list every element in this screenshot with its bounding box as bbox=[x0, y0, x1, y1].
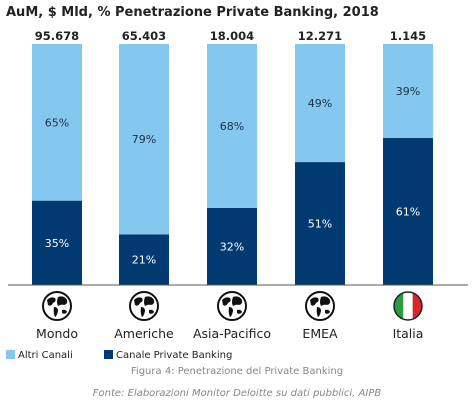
globe-icon bbox=[42, 291, 72, 321]
total-value: 95.678 bbox=[35, 29, 79, 43]
label-altri-canali: 39% bbox=[396, 85, 420, 98]
globe-icon bbox=[217, 291, 247, 321]
bar-altri-canali-emea bbox=[295, 44, 345, 163]
legend-swatch bbox=[104, 350, 113, 359]
label-private-banking: 21% bbox=[132, 254, 156, 267]
bars bbox=[32, 44, 433, 285]
legend-label: Altri Canali bbox=[18, 350, 73, 361]
total-value: 18.004 bbox=[210, 29, 254, 43]
region-label: Italia bbox=[393, 326, 424, 341]
region-labels: Mondo Americhe Asia-Pacifico EMEA Italia bbox=[36, 326, 423, 341]
globe-icon bbox=[305, 291, 335, 321]
label-altri-canali: 65% bbox=[45, 116, 69, 129]
total-value: 1.145 bbox=[390, 29, 426, 43]
total-value: 65.403 bbox=[122, 29, 166, 43]
label-private-banking: 32% bbox=[220, 240, 244, 253]
figure-caption: Figura 4: Penetrazione del Private Banki… bbox=[130, 366, 344, 377]
bar-private-banking-emea bbox=[295, 162, 345, 285]
region-icons bbox=[42, 291, 423, 321]
bar-altri-canali-asia-pacifico bbox=[207, 44, 257, 208]
bar-altri-canali-americhe bbox=[119, 44, 169, 235]
legend-label: Canale Private Banking bbox=[116, 350, 232, 361]
source-note: Fonte: Elaborazioni Monitor Deloitte su … bbox=[92, 388, 382, 399]
region-label: Asia-Pacifico bbox=[193, 326, 271, 341]
region-label: EMEA bbox=[302, 326, 338, 341]
bar-private-banking-americhe bbox=[119, 234, 169, 285]
label-private-banking: 51% bbox=[308, 218, 332, 231]
globe-icon bbox=[129, 291, 159, 321]
stacked-bar-chart: AuM, $ Mld, % Penetrazione Private Banki… bbox=[6, 5, 468, 361]
total-value: 12.271 bbox=[298, 29, 342, 43]
bar-altri-canali-italia bbox=[383, 44, 433, 138]
legend: Altri Canali Canale Private Banking bbox=[6, 350, 232, 361]
label-altri-canali: 79% bbox=[132, 133, 156, 146]
region-label: Mondo bbox=[36, 326, 78, 341]
region-label: Americhe bbox=[114, 326, 174, 341]
label-private-banking: 35% bbox=[45, 237, 69, 250]
bar-private-banking-asia-pacifico bbox=[207, 207, 257, 285]
bar-private-banking-italia bbox=[383, 137, 433, 285]
bar-private-banking-mondo bbox=[32, 200, 82, 285]
italy-flag-icon bbox=[393, 291, 423, 321]
label-private-banking: 61% bbox=[396, 205, 420, 218]
label-altri-canali: 49% bbox=[308, 97, 332, 110]
totals-row: 95.678 65.403 18.004 12.271 1.145 bbox=[35, 29, 426, 43]
legend-swatch bbox=[6, 350, 15, 359]
chart-title: AuM, $ Mld, % Penetrazione Private Banki… bbox=[6, 5, 379, 20]
bar-altri-canali-mondo bbox=[32, 44, 82, 201]
bar-labels: 35% 65% 21% 79% 32% 68% 51% 49% 61% 39% bbox=[45, 85, 420, 267]
label-altri-canali: 68% bbox=[220, 120, 244, 133]
